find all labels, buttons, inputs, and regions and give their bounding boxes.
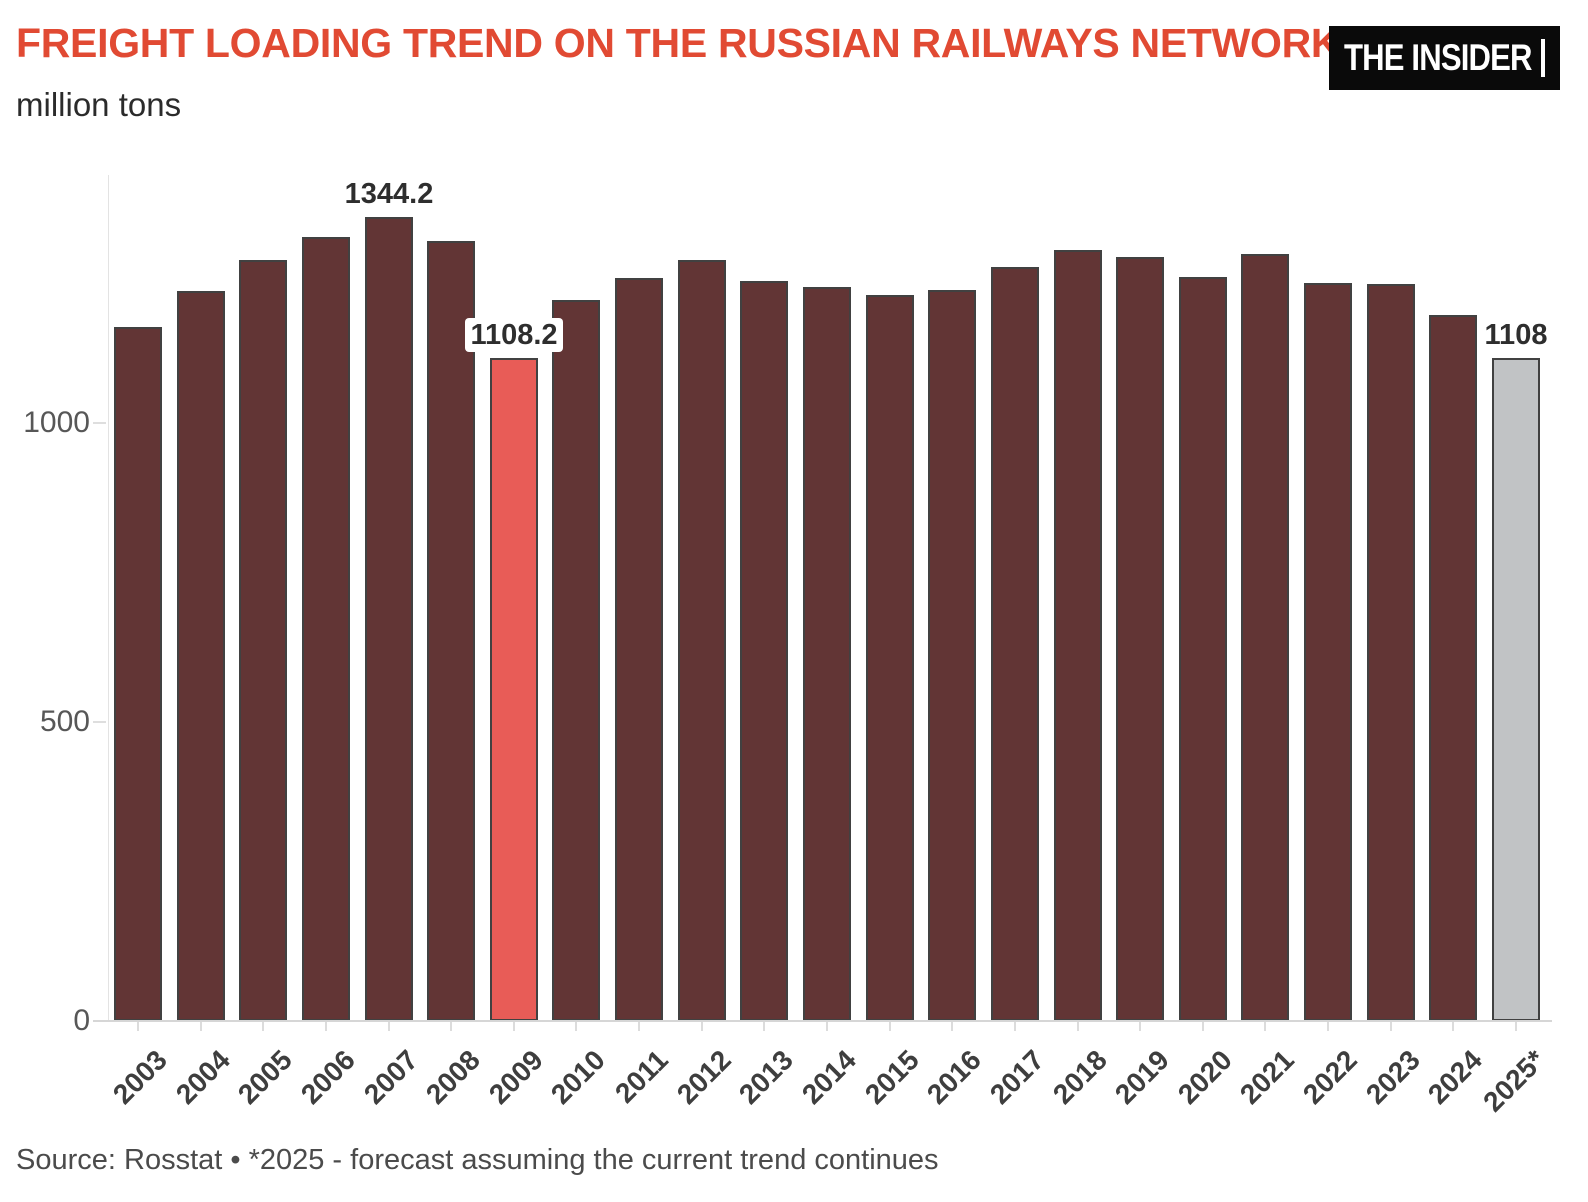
x-tick-mark-2023 [1390,1022,1392,1031]
bar-2005 [239,260,287,1021]
value-label-text: 1344.2 [339,177,439,211]
bar-2012 [678,260,726,1021]
bar-2010 [552,300,600,1021]
x-tick-mark-2019 [1139,1022,1141,1031]
bar-2011 [615,278,663,1021]
x-tick-mark-2025 [1515,1022,1517,1031]
x-tick-mark-2013 [763,1022,765,1031]
bar-2021 [1241,254,1289,1021]
x-tick-mark-2014 [826,1022,828,1031]
x-tick-mark-2008 [450,1022,452,1031]
bar-2016 [928,290,976,1021]
y-tick-mark-500 [93,721,106,723]
x-tick-mark-2020 [1202,1022,1204,1031]
bar-2009 [490,358,538,1021]
x-axis-baseline [93,1020,1552,1022]
value-label-2009: 1108.2 [444,318,584,352]
x-tick-mark-2009 [513,1022,515,1031]
x-tick-mark-2017 [1014,1022,1016,1031]
y-tick-label-500: 500 [39,705,90,738]
bar-2019 [1116,257,1164,1021]
source-note: Source: Rosstat • *2025 - forecast assum… [16,1144,939,1176]
value-label-text: 1108 [1479,318,1553,352]
x-tick-mark-2024 [1452,1022,1454,1031]
x-tick-mark-2003 [137,1022,139,1031]
bar-2008 [427,241,475,1021]
bar-2017 [991,267,1039,1021]
logo-cursor-bar-icon [1541,39,1545,77]
value-label-2007: 1344.2 [319,177,459,211]
y-tick-label-0: 0 [73,1004,90,1037]
bar-2014 [803,287,851,1021]
bar-2024 [1429,315,1477,1021]
bar-2020 [1179,277,1227,1021]
the-insider-logo: THE INSIDER [1328,26,1560,90]
y-tick-label-1000: 1000 [23,406,90,439]
bar-2015 [866,295,914,1021]
bar-2018 [1054,250,1102,1021]
x-tick-mark-2022 [1327,1022,1329,1031]
bar-2022 [1304,283,1352,1021]
bar-2007 [365,217,413,1021]
value-label-text: 1108.2 [465,318,563,352]
value-label-2025: 1108 [1446,318,1586,352]
x-tick-mark-2010 [575,1022,577,1031]
logo-wordmark: THE INSIDER [1343,37,1532,78]
x-tick-mark-2015 [889,1022,891,1031]
x-tick-mark-2011 [638,1022,640,1031]
x-tick-mark-2021 [1264,1022,1266,1031]
x-tick-mark-2007 [388,1022,390,1031]
bar-2023 [1367,284,1415,1021]
bar-2003 [114,327,162,1021]
page-title: FREIGHT LOADING TREND ON THE RUSSIAN RAI… [16,20,1341,66]
bar-2025 [1492,358,1540,1021]
x-tick-mark-2016 [951,1022,953,1031]
chart-units-subtitle: million tons [16,86,182,123]
x-tick-mark-2018 [1077,1022,1079,1031]
x-tick-mark-2006 [325,1022,327,1031]
y-axis-line [108,175,109,1021]
y-tick-mark-1000 [93,422,106,424]
x-tick-mark-2005 [262,1022,264,1031]
bar-2013 [740,281,788,1021]
bar-2004 [177,291,225,1021]
bar-2006 [302,237,350,1021]
x-tick-mark-2012 [701,1022,703,1031]
x-tick-mark-2004 [200,1022,202,1031]
